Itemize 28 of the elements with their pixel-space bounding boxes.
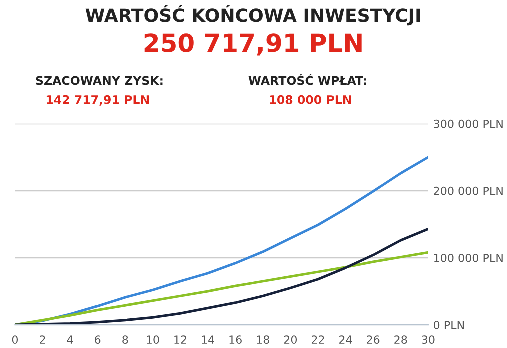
chart-subtitle: 250 717,91 PLN — [144, 34, 362, 56]
x-tick-label: 30 — [422, 336, 435, 344]
text: WARTOŚĆ WPŁAT: — [248, 74, 366, 86]
chart-title: WARTOŚĆ KOŃCOWA INWESTYCJI — [86, 5, 420, 26]
x-tick-label: 8 — [122, 336, 128, 344]
text: 108 000 PLN — [270, 95, 352, 104]
x-tick-label: 12 — [174, 336, 186, 344]
text: SZACOWANY ZYSK: — [36, 76, 163, 86]
x-tick-label: 22 — [312, 336, 324, 344]
x-tick-label: 28 — [394, 336, 408, 344]
x-tick-label: 14 — [202, 336, 214, 344]
text: 142 717,91 PLN — [46, 95, 150, 106]
x-tick-label: 24 — [340, 336, 352, 344]
y-tick-label: 200 000 PLN — [434, 186, 503, 196]
x-tick-label: 20 — [284, 336, 298, 344]
x-tick-label: 16 — [230, 336, 242, 344]
x-tick-label: 2 — [40, 336, 46, 344]
line-series — [15, 251, 428, 326]
x-tick-label: 6 — [95, 336, 101, 344]
y-tick-label: 100 000 PLN — [434, 254, 503, 262]
x-tick-label: 10 — [147, 336, 160, 344]
x-tick-label: 0 — [12, 336, 18, 344]
x-tick-label: 26 — [367, 336, 380, 344]
line-series — [15, 228, 428, 326]
x-tick-label: 4 — [67, 336, 74, 344]
x-tick-label: 18 — [257, 336, 270, 344]
y-tick-label: 0 PLN — [434, 321, 464, 330]
y-tick-label: 300 000 PLN — [434, 120, 503, 128]
